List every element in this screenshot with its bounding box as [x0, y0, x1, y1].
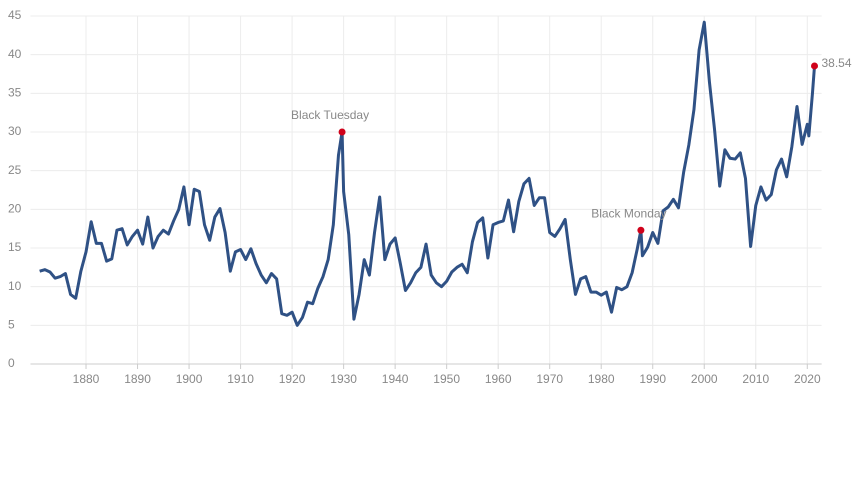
y-tick-label: 45: [8, 8, 22, 22]
y-tick-label: 10: [8, 279, 22, 293]
y-tick-label: 25: [8, 163, 22, 177]
end-point: [811, 62, 819, 70]
y-tick-label: 35: [8, 86, 22, 100]
annotation-point: [637, 226, 645, 234]
x-tick-label: 1890: [124, 372, 151, 386]
x-tick-label: 1880: [73, 372, 100, 386]
end-value-label: 38.54: [822, 56, 852, 70]
annotation-label: Black Monday: [591, 206, 666, 220]
x-tick-label: 1960: [485, 372, 512, 386]
x-tick-label: 1970: [536, 372, 563, 386]
x-tick-label: 1930: [330, 372, 357, 386]
x-tick-label: 1950: [433, 372, 460, 386]
annotation-label: Black Tuesday: [291, 108, 369, 122]
y-tick-label: 40: [8, 47, 22, 61]
x-tick-label: 1910: [227, 372, 254, 386]
y-tick-label: 15: [8, 240, 22, 254]
x-tick-label: 1990: [639, 372, 666, 386]
x-tick-label: 1920: [279, 372, 306, 386]
series-line: [39, 20, 817, 327]
x-tick-label: 2010: [742, 372, 769, 386]
x-tick-label: 2000: [691, 372, 718, 386]
y-tick-label: 20: [8, 202, 22, 216]
x-tick-label: 1900: [176, 372, 203, 386]
y-tick-label: 5: [8, 318, 15, 332]
y-tick-label: 30: [8, 124, 22, 138]
x-tick-label: 1940: [382, 372, 409, 386]
x-tick-label: 1980: [588, 372, 615, 386]
x-tick-label: 2020: [794, 372, 821, 386]
annotation-point: [338, 128, 346, 136]
y-tick-label: 0: [8, 356, 15, 370]
